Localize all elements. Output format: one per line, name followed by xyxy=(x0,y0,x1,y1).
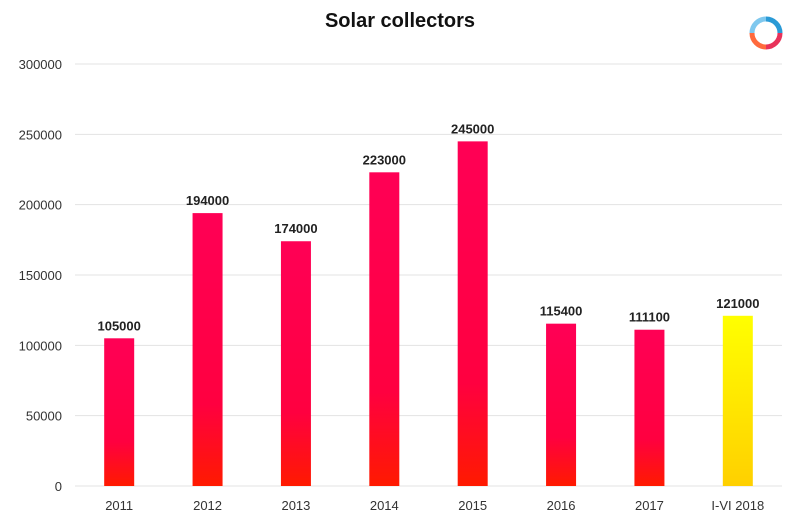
data-labels: 105000 194000 174000 223000 245000 115400 1111… xyxy=(97,121,759,333)
data-label: 174000 xyxy=(274,221,317,236)
x-tick-label: 2016 xyxy=(547,498,576,513)
bar-2015 xyxy=(457,141,488,486)
x-tick-label: 2017 xyxy=(635,498,664,513)
x-tick-label: 2013 xyxy=(281,498,310,513)
y-axis-ticks: 0 50000 100000 150000 200000 250000 300000 xyxy=(19,57,62,494)
x-tick-label: 2015 xyxy=(458,498,487,513)
bar-2012 xyxy=(192,213,223,486)
data-label: 121000 xyxy=(716,296,759,311)
data-label: 223000 xyxy=(363,152,406,167)
data-label: 194000 xyxy=(186,193,229,208)
data-label: 111100 xyxy=(629,310,670,325)
bars xyxy=(104,141,753,486)
y-tick-label: 150000 xyxy=(19,268,62,283)
bar-2011 xyxy=(104,338,135,486)
x-tick-label: 2012 xyxy=(193,498,222,513)
gridlines xyxy=(75,63,782,487)
y-tick-label: 100000 xyxy=(19,338,62,353)
data-label: 245000 xyxy=(451,121,494,136)
x-axis-ticks: 2011 2012 2013 2014 2015 2016 2017 I-VI 2018 xyxy=(105,498,764,513)
y-tick-label: 200000 xyxy=(19,198,62,213)
x-tick-label: 2014 xyxy=(370,498,399,513)
data-label: 105000 xyxy=(97,318,140,333)
bar-2016 xyxy=(546,323,577,486)
circular-arrows-logo-icon xyxy=(749,16,783,50)
y-tick-label: 0 xyxy=(55,479,62,494)
bar-2017 xyxy=(634,329,665,486)
chart-title: Solar collectors xyxy=(324,10,476,32)
y-tick-label: 50000 xyxy=(26,409,62,424)
data-label: 115400 xyxy=(540,304,583,319)
x-tick-label: I-VI 2018 xyxy=(711,498,764,513)
y-tick-label: 250000 xyxy=(19,127,62,142)
bar-i-vi-2018 xyxy=(722,315,753,486)
bar-2013 xyxy=(280,241,311,486)
bar-2014 xyxy=(369,172,400,486)
x-tick-label: 2011 xyxy=(105,498,133,513)
y-tick-label: 300000 xyxy=(19,57,62,72)
